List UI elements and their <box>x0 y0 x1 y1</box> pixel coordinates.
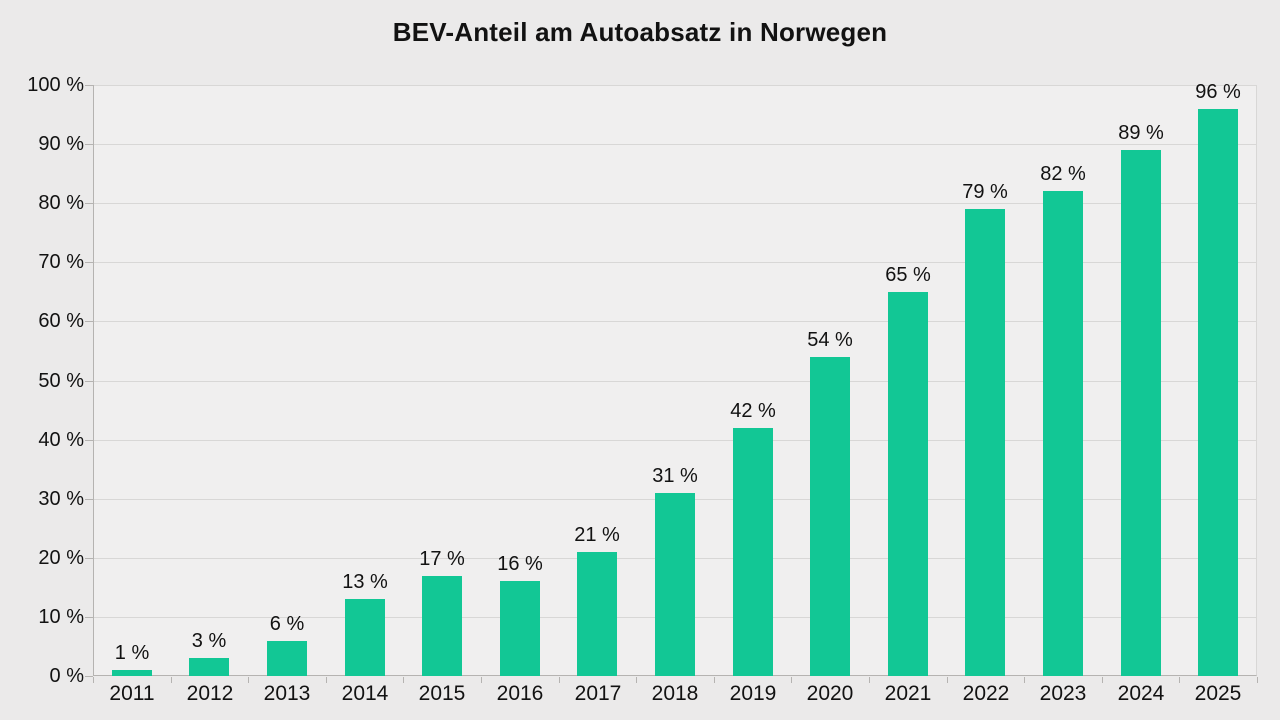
y-axis-tick <box>85 203 93 204</box>
bar-value-label: 96 % <box>1195 81 1241 103</box>
x-axis-tick <box>869 677 870 683</box>
x-axis-tick <box>481 677 482 683</box>
y-axis-label: 30 % <box>38 488 84 510</box>
bar <box>345 599 385 676</box>
y-axis-label: 20 % <box>38 547 84 569</box>
bar-value-label: 65 % <box>885 264 931 286</box>
x-axis-tick <box>1179 677 1180 683</box>
gridline <box>94 85 1257 86</box>
gridline <box>94 321 1257 322</box>
bar <box>189 658 229 676</box>
bar-value-label: 31 % <box>652 465 698 487</box>
x-axis-tick <box>1024 677 1025 683</box>
y-axis-tick <box>85 381 93 382</box>
bar-value-label: 17 % <box>419 548 465 570</box>
gridline <box>94 381 1257 382</box>
x-axis-label: 2021 <box>884 682 932 705</box>
x-axis-label: 2015 <box>418 682 466 705</box>
x-axis-label: 2019 <box>729 682 777 705</box>
y-axis-label: 80 % <box>38 192 84 214</box>
gridline <box>94 262 1257 263</box>
x-axis-tick <box>1257 677 1258 683</box>
y-axis-label: 70 % <box>38 251 84 273</box>
y-axis-label: 10 % <box>38 606 84 628</box>
y-axis-tick <box>85 85 93 86</box>
bar-value-label: 6 % <box>269 613 305 635</box>
bar <box>733 428 773 676</box>
bar <box>1198 109 1238 676</box>
y-axis-tick <box>85 617 93 618</box>
x-axis-label: 2014 <box>341 682 389 705</box>
x-axis-label: 2022 <box>962 682 1010 705</box>
bar <box>422 576 462 676</box>
bar-value-label: 1 % <box>114 642 150 664</box>
x-axis-tick <box>1102 677 1103 683</box>
x-axis-label: 2012 <box>186 682 234 705</box>
chart-title: BEV-Anteil am Autoabsatz in Norwegen <box>392 17 888 47</box>
y-axis-label: 100 % <box>27 74 84 96</box>
x-axis-tick <box>791 677 792 683</box>
x-axis-label: 2013 <box>263 682 311 705</box>
bar <box>655 493 695 676</box>
bar-value-label: 21 % <box>574 524 620 546</box>
x-axis-label: 2025 <box>1194 682 1242 705</box>
y-axis-tick <box>85 440 93 441</box>
y-axis-label: 60 % <box>38 310 84 332</box>
x-axis-label: 2017 <box>574 682 622 705</box>
gridline <box>94 203 1257 204</box>
x-axis-tick <box>714 677 715 683</box>
bar <box>888 292 928 676</box>
bar-value-label: 3 % <box>191 630 227 652</box>
x-axis-tick <box>559 677 560 683</box>
x-axis-tick <box>403 677 404 683</box>
gridline <box>94 440 1257 441</box>
x-axis-tick <box>326 677 327 683</box>
y-axis-tick <box>85 262 93 263</box>
y-axis-label: 40 % <box>38 429 84 451</box>
bar <box>810 357 850 676</box>
x-axis-label: 2020 <box>806 682 854 705</box>
x-axis-tick <box>93 677 94 683</box>
bar <box>267 641 307 676</box>
x-axis-label: 2018 <box>651 682 699 705</box>
bar <box>500 581 540 676</box>
bar <box>112 670 152 676</box>
y-axis-label: 50 % <box>38 370 84 392</box>
bar <box>577 552 617 676</box>
y-axis-tick <box>85 144 93 145</box>
x-axis-tick <box>636 677 637 683</box>
y-axis-tick <box>85 321 93 322</box>
y-axis-label: 90 % <box>38 133 84 155</box>
bar <box>1043 191 1083 676</box>
x-axis-label: 2011 <box>109 682 155 705</box>
bar-value-label: 82 % <box>1040 163 1086 185</box>
y-axis-tick <box>85 676 93 677</box>
x-axis-tick <box>248 677 249 683</box>
x-axis-tick <box>947 677 948 683</box>
bar-value-label: 42 % <box>730 400 776 422</box>
x-axis-label: 2024 <box>1117 682 1165 705</box>
y-axis-label: 0 % <box>49 665 84 687</box>
x-axis-label: 2023 <box>1039 682 1087 705</box>
y-axis-tick <box>85 499 93 500</box>
bar-value-label: 89 % <box>1118 122 1164 144</box>
bar-value-label: 79 % <box>962 181 1008 203</box>
bar-value-label: 54 % <box>807 329 853 351</box>
x-axis-label: 2016 <box>496 682 544 705</box>
bar <box>965 209 1005 676</box>
y-axis-tick <box>85 558 93 559</box>
x-axis-tick <box>171 677 172 683</box>
bar-value-label: 13 % <box>342 571 388 593</box>
gridline <box>94 144 1257 145</box>
bar <box>1121 150 1161 676</box>
bar-value-label: 16 % <box>497 553 543 575</box>
